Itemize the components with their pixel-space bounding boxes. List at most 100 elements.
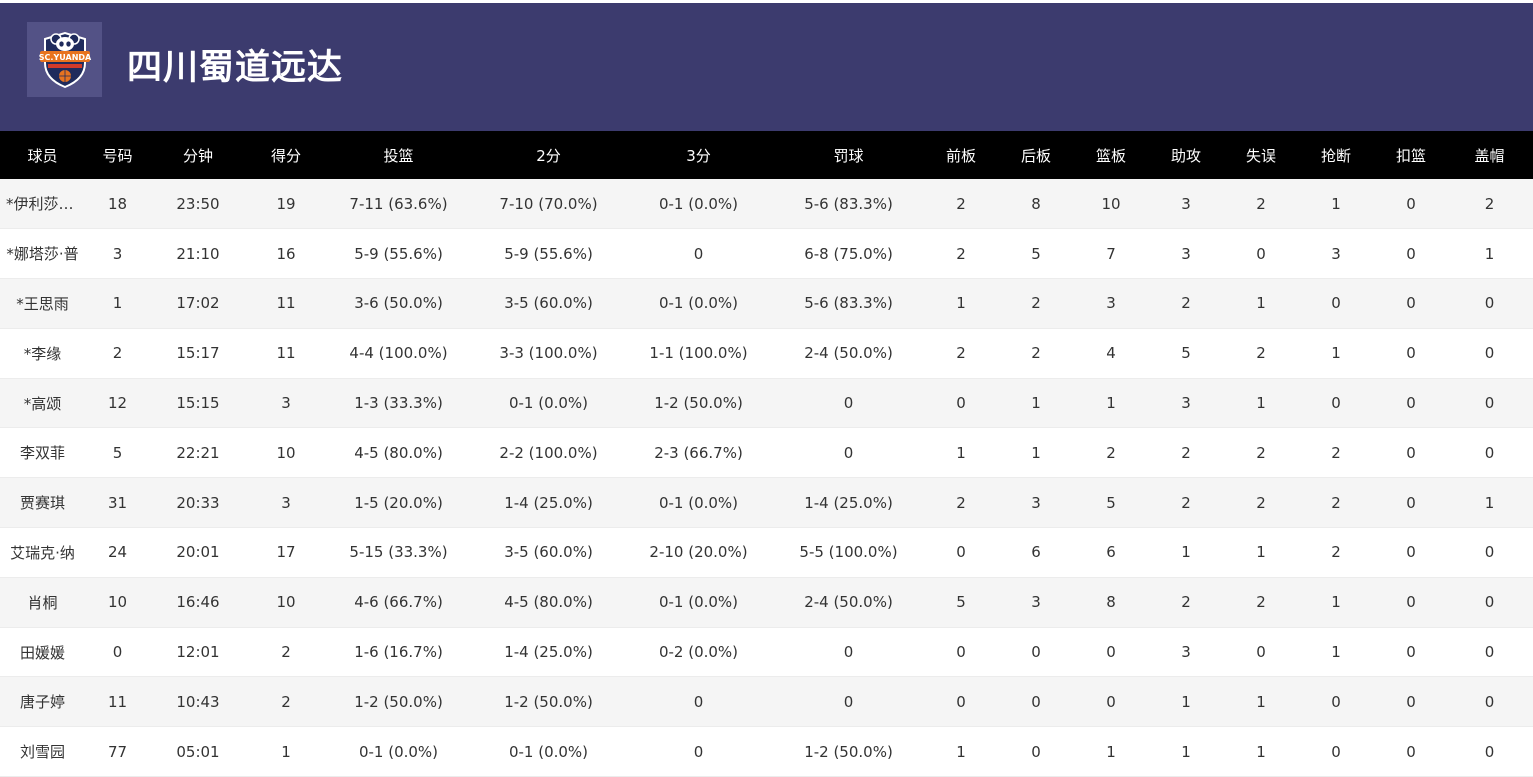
cell-three-pt: 0 xyxy=(626,228,771,280)
cell-player[interactable]: *王思雨 xyxy=(0,278,85,329)
cell-stl: 3 xyxy=(1296,228,1376,280)
cell-ast: 2 xyxy=(1146,477,1226,529)
cell-fg: 1-5 (20.0%) xyxy=(326,477,471,529)
cell-two-pt: 0-1 (0.0%) xyxy=(471,726,626,777)
cell-three-pt: 2-3 (66.7%) xyxy=(626,427,771,479)
cell-off-reb: 1 xyxy=(926,427,996,479)
table-row[interactable]: *娜塔莎·普 3 21:10 16 5-9 (55.6%) 5-9 (55.6%) 0 6-8… xyxy=(0,228,1533,280)
cell-player[interactable]: 刘雪园 xyxy=(0,726,85,777)
table-row[interactable]: 贾赛琪 31 20:33 3 1-5 (20.0%) 1-4 (25.0%) 0-1 (0.… xyxy=(0,477,1533,529)
cell-player[interactable]: *娜塔莎·普 xyxy=(0,228,85,280)
cell-blk: 0 xyxy=(1446,328,1533,379)
table-row[interactable]: *王思雨 1 17:02 11 3-6 (50.0%) 3-5 (60.0%) 0-1 (0… xyxy=(0,278,1533,329)
column-header-def-reb[interactable]: 后板 xyxy=(1020,146,1051,165)
cell-off-reb: 1 xyxy=(926,278,996,329)
cell-ft: 1-4 (25.0%) xyxy=(771,477,926,529)
column-header-two-pt[interactable]: 2分 xyxy=(536,146,561,165)
cell-minutes: 16:46 xyxy=(150,577,246,628)
column-header-dunk[interactable]: 扣篮 xyxy=(1395,146,1426,165)
cell-reb: 8 xyxy=(1076,577,1146,628)
cell-blk: 0 xyxy=(1446,676,1533,728)
cell-three-pt: 2-10 (20.0%) xyxy=(626,527,771,578)
column-header-points[interactable]: 得分 xyxy=(270,146,301,165)
cell-number: 12 xyxy=(85,378,150,429)
column-header-off-reb[interactable]: 前板 xyxy=(945,146,976,165)
cell-points: 11 xyxy=(246,328,326,379)
table-row[interactable]: 肖桐 10 16:46 10 4-6 (66.7%) 4-5 (80.0%) 0-1 (0.… xyxy=(0,577,1533,628)
cell-dunk: 0 xyxy=(1376,577,1446,628)
column-header-ast[interactable]: 助攻 xyxy=(1170,146,1201,165)
cell-tov: 2 xyxy=(1226,179,1296,230)
cell-def-reb: 0 xyxy=(996,676,1076,728)
cell-three-pt: 0-1 (0.0%) xyxy=(626,278,771,329)
cell-tov: 2 xyxy=(1226,328,1296,379)
cell-points: 10 xyxy=(246,577,326,628)
cell-ast: 1 xyxy=(1146,527,1226,578)
table-row[interactable]: 艾瑞克·纳 24 20:01 17 5-15 (33.3%) 3-5 (60.0%) 2-1… xyxy=(0,527,1533,578)
cell-fg: 3-6 (50.0%) xyxy=(326,278,471,329)
cell-ast: 1 xyxy=(1146,726,1226,777)
cell-tov: 2 xyxy=(1226,427,1296,479)
cell-player[interactable]: 李双菲 xyxy=(0,427,85,479)
column-header-tov[interactable]: 失误 xyxy=(1245,146,1276,165)
cell-player[interactable]: *李缘 xyxy=(0,328,85,379)
cell-fg: 1-6 (16.7%) xyxy=(326,627,471,678)
cell-off-reb: 0 xyxy=(926,378,996,429)
cell-ast: 2 xyxy=(1146,427,1226,479)
cell-points: 17 xyxy=(246,527,326,578)
cell-player[interactable]: 贾赛琪 xyxy=(0,477,85,529)
column-header-fg[interactable]: 投篮 xyxy=(383,146,414,165)
table-row[interactable]: *高颂 12 15:15 3 1-3 (33.3%) 0-1 (0.0%) 1-2 (50.… xyxy=(0,378,1533,429)
cell-minutes: 20:01 xyxy=(150,527,246,578)
cell-off-reb: 1 xyxy=(926,726,996,777)
cell-ft: 2-4 (50.0%) xyxy=(771,328,926,379)
cell-off-reb: 5 xyxy=(926,577,996,628)
cell-number: 0 xyxy=(85,627,150,678)
table-row[interactable]: 李双菲 5 22:21 10 4-5 (80.0%) 2-2 (100.0%) 2-3 (6… xyxy=(0,427,1533,479)
column-header-minutes[interactable]: 分钟 xyxy=(182,146,213,165)
cell-def-reb: 3 xyxy=(996,477,1076,529)
table-row[interactable]: 唐子婷 11 10:43 2 1-2 (50.0%) 1-2 (50.0%) 0 0 0 0 0 1 1… xyxy=(0,676,1533,728)
column-header-player[interactable]: 球员 xyxy=(27,146,58,165)
column-header-reb[interactable]: 篮板 xyxy=(1095,146,1126,165)
column-header-blk[interactable]: 盖帽 xyxy=(1474,146,1505,165)
cell-dunk: 0 xyxy=(1376,378,1446,429)
cell-three-pt: 0 xyxy=(626,676,771,728)
cell-number: 1 xyxy=(85,278,150,329)
cell-reb: 0 xyxy=(1076,676,1146,728)
cell-fg: 1-3 (33.3%) xyxy=(326,378,471,429)
cell-ast: 3 xyxy=(1146,627,1226,678)
cell-three-pt: 1-1 (100.0%) xyxy=(626,328,771,379)
cell-fg: 1-2 (50.0%) xyxy=(326,676,471,728)
cell-player[interactable]: 田媛媛 xyxy=(0,627,85,678)
cell-blk: 2 xyxy=(1446,179,1533,230)
cell-blk: 0 xyxy=(1446,726,1533,777)
svg-text:SC.YUANDA: SC.YUANDA xyxy=(38,53,91,62)
cell-player[interactable]: 肖桐 xyxy=(0,577,85,628)
table-row[interactable]: 田媛媛 0 12:01 2 1-6 (16.7%) 1-4 (25.0%) 0-2 (0.0… xyxy=(0,627,1533,678)
table-row[interactable]: 刘雪园 77 05:01 1 0-1 (0.0%) 0-1 (0.0%) 0 1-2 (50.… xyxy=(0,726,1533,777)
column-header-ft[interactable]: 罚球 xyxy=(833,146,864,165)
cell-number: 77 xyxy=(85,726,150,777)
column-header-number[interactable]: 号码 xyxy=(102,146,133,165)
cell-player[interactable]: *高颂 xyxy=(0,378,85,429)
cell-player[interactable]: *伊利莎白·苏 xyxy=(0,179,85,230)
cell-dunk: 0 xyxy=(1376,676,1446,728)
player-stats-table: 球员 号码 分钟 得分 投篮 2分 3分 罚球 前板 后板 篮板 助攻 失误 抢断 扣篮 盖帽 *伊利莎白·苏… xyxy=(0,131,1533,777)
cell-three-pt: 0 xyxy=(626,726,771,777)
cell-player[interactable]: 唐子婷 xyxy=(0,676,85,728)
cell-minutes: 21:10 xyxy=(150,228,246,280)
cell-def-reb: 8 xyxy=(996,179,1076,230)
cell-player[interactable]: 艾瑞克·纳 xyxy=(0,527,85,578)
cell-blk: 0 xyxy=(1446,627,1533,678)
column-header-three-pt[interactable]: 3分 xyxy=(686,146,711,165)
cell-reb: 10 xyxy=(1076,179,1146,230)
column-header-stl[interactable]: 抢断 xyxy=(1320,146,1351,165)
table-row[interactable]: *李缘 2 15:17 11 4-4 (100.0%) 3-3 (100.0%) 1-1 (… xyxy=(0,328,1533,379)
cell-reb: 1 xyxy=(1076,726,1146,777)
cell-def-reb: 2 xyxy=(996,278,1076,329)
cell-stl: 2 xyxy=(1296,427,1376,479)
cell-minutes: 15:17 xyxy=(150,328,246,379)
cell-ast: 3 xyxy=(1146,378,1226,429)
table-row[interactable]: *伊利莎白·苏 18 23:50 19 7-11 (63.6%) 7-10 (70.0%)… xyxy=(0,179,1533,230)
